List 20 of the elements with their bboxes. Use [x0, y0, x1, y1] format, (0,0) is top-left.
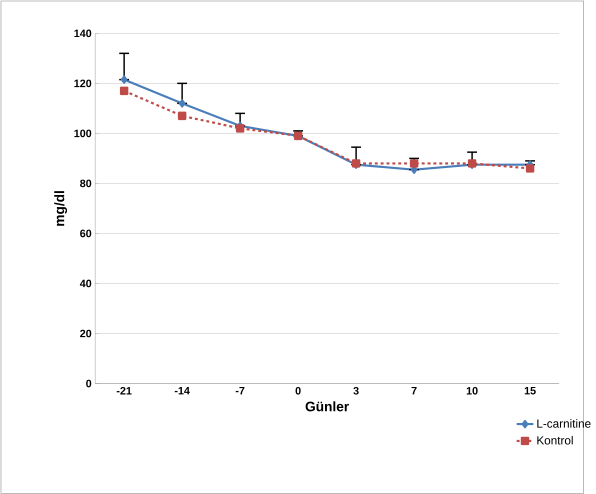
x-tick-label: -14 [174, 386, 190, 394]
x-tick-label: 10 [466, 386, 478, 394]
y-tick-label: 20 [80, 330, 92, 338]
x-tick-label: -7 [236, 386, 244, 394]
y-axis-title: mg/dl [54, 190, 68, 226]
x-tick-label: 0 [296, 386, 301, 394]
x-tick-label: -21 [116, 386, 132, 394]
x-tick-label: 7 [412, 386, 417, 394]
x-tick-label: 3 [353, 386, 359, 394]
x-axis-title: Günler [306, 401, 349, 412]
y-tick-label: 40 [80, 279, 92, 288]
y-tick-label: 100 [74, 129, 92, 138]
legend-label: L-carnitine [537, 418, 591, 428]
y-tick-label: 120 [74, 79, 92, 88]
legend-label: Kontrol [537, 436, 573, 444]
y-tick-label: 0 [86, 380, 92, 388]
x-tick-label: 15 [524, 386, 536, 394]
y-tick-label: 80 [80, 179, 92, 188]
y-tick-label: 60 [80, 229, 92, 238]
y-tick-label: 140 [74, 29, 92, 37]
